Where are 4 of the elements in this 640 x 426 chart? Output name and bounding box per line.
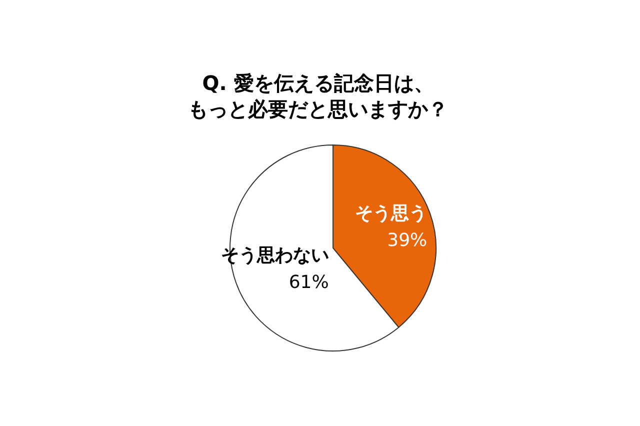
data-label: 61% [288,272,329,293]
data-label: 39% [387,230,428,252]
slice-label: そう思う [355,203,428,224]
chart-title: Q. 愛を伝える記念日は、もっと必要だと思いますか？ [187,70,449,122]
